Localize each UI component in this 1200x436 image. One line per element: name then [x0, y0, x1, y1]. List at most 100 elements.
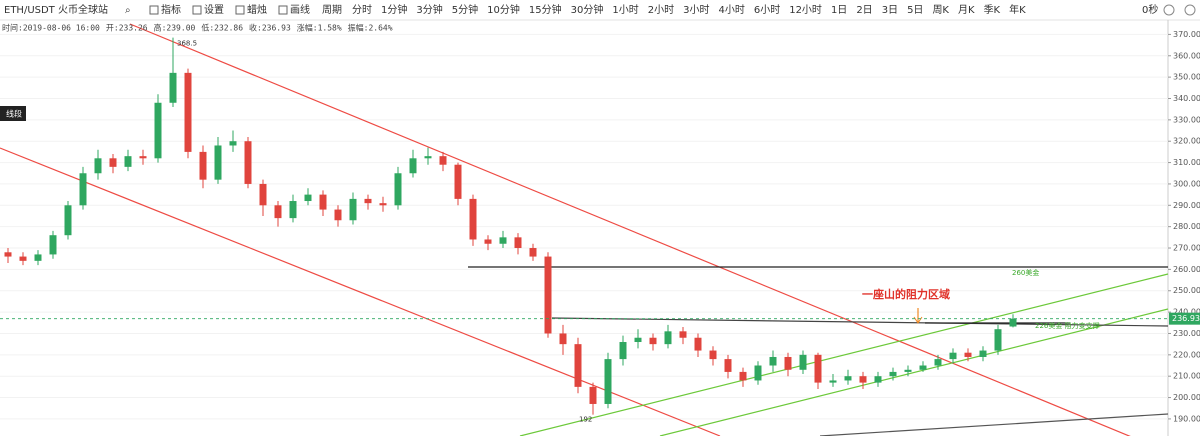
period[interactable]: 季K	[984, 4, 1001, 16]
annotation: 一座山的阻力区域	[862, 287, 950, 301]
candle-body	[724, 359, 732, 372]
period-label[interactable]: 周期	[322, 4, 342, 16]
tool-icon[interactable]	[278, 5, 288, 15]
symbol[interactable]: ETH/USDT 火币全球站	[4, 3, 108, 16]
ohlc-info: 时间:2019-08-06 16:00	[2, 23, 100, 33]
annotation: 260美金	[1012, 268, 1039, 277]
candle-body	[739, 371, 747, 381]
y-tick-label: 260.00	[1173, 265, 1200, 274]
candle-body	[904, 369, 912, 372]
candle-body	[364, 198, 372, 204]
candle-body	[154, 102, 162, 159]
candle-body	[664, 331, 672, 345]
tool[interactable]: 设置	[204, 4, 224, 16]
candle-body	[829, 380, 837, 383]
candle-body	[649, 337, 657, 345]
period[interactable]: 2日	[856, 5, 872, 16]
y-tick-label: 310.00	[1173, 158, 1200, 167]
period[interactable]: 1分钟	[381, 3, 407, 16]
candle-body	[979, 350, 987, 357]
candle-body	[94, 158, 102, 174]
candle-body	[619, 342, 627, 360]
y-tick-label: 210.00	[1173, 372, 1200, 381]
channel-line	[659, 308, 1169, 436]
candle-body	[934, 359, 942, 366]
period[interactable]: 3分钟	[416, 3, 442, 16]
period[interactable]: 3日	[882, 5, 898, 16]
y-tick-label: 340.00	[1173, 94, 1200, 103]
candle-body	[229, 141, 237, 146]
period[interactable]: 分时	[352, 4, 372, 16]
candle-body	[499, 237, 507, 244]
y-tick-label: 290.00	[1173, 201, 1200, 210]
ohlc-info: 振幅:2.64%	[348, 23, 393, 33]
candle-body	[49, 235, 57, 255]
period[interactable]: 6小时	[754, 4, 780, 16]
period[interactable]: 周K	[932, 4, 949, 16]
period[interactable]: 5分钟	[452, 3, 478, 16]
period[interactable]: 15分钟	[529, 3, 562, 16]
candle-body	[244, 141, 252, 184]
tool[interactable]: 画线	[290, 3, 310, 16]
trend-line	[0, 147, 721, 436]
channel-line	[519, 273, 1169, 436]
period[interactable]: 3小时	[683, 4, 709, 16]
tool[interactable]: 指标	[161, 3, 181, 16]
candle-body	[64, 205, 72, 236]
period[interactable]: 1日	[831, 5, 847, 16]
candle-body	[589, 386, 597, 404]
candle-body	[34, 254, 42, 261]
candle-body	[4, 252, 12, 257]
period[interactable]: 月K	[958, 4, 975, 16]
tool[interactable]: 蜡烛	[247, 3, 267, 16]
candle-body	[319, 194, 327, 210]
candle-body	[784, 356, 792, 370]
candle-body	[439, 156, 447, 165]
period[interactable]: 4小时	[718, 4, 744, 16]
candle-body	[709, 350, 717, 360]
period[interactable]: 2小时	[648, 4, 674, 16]
period[interactable]: 年K	[1009, 3, 1026, 16]
period[interactable]: 10分钟	[487, 3, 520, 16]
candle-body	[454, 164, 462, 199]
y-tick-label: 220.00	[1173, 350, 1200, 359]
period[interactable]: 5日	[907, 5, 923, 16]
toolbar	[0, 0, 1200, 20]
candle-body	[1009, 318, 1017, 327]
candle-body	[859, 376, 867, 383]
y-tick-label: 250.00	[1173, 286, 1200, 295]
y-tick-label: 230.00	[1173, 329, 1200, 338]
candle-body	[304, 194, 312, 202]
candle-body	[424, 156, 432, 159]
candle-body	[799, 354, 807, 370]
candle-body	[469, 198, 477, 240]
candle-body	[949, 352, 957, 360]
tool-icon[interactable]	[192, 5, 202, 15]
tool-icon[interactable]	[235, 5, 245, 15]
candle-body	[199, 151, 207, 180]
candle-body	[634, 337, 642, 343]
line-tool-badge[interactable]	[0, 106, 26, 121]
y-tick-label: 360.00	[1173, 51, 1200, 60]
y-tick-label: 350.00	[1173, 73, 1200, 82]
candle-body	[559, 333, 567, 345]
candle-body	[109, 158, 117, 167]
search-icon[interactable]: ⌕	[125, 5, 131, 16]
candle-body	[379, 203, 387, 206]
tool-icon[interactable]	[149, 5, 159, 15]
camera-icon[interactable]	[1163, 4, 1175, 16]
settings-icon[interactable]	[1184, 4, 1196, 16]
ohlc-info: 涨幅:1.58%	[297, 23, 342, 33]
refresh[interactable]: 0秒	[1142, 3, 1158, 16]
candle-body	[964, 352, 972, 357]
period[interactable]: 1小时	[612, 4, 638, 16]
period[interactable]: 30分钟	[571, 3, 604, 16]
candle-body	[889, 371, 897, 377]
candle-body	[604, 359, 612, 404]
y-tick-label: 270.00	[1173, 244, 1200, 253]
y-tick-label: 370.00	[1173, 30, 1200, 39]
ohlc-info: 高:239.00	[154, 23, 196, 33]
line-tool-label[interactable]: 线段	[6, 109, 22, 119]
period[interactable]: 12小时	[789, 4, 822, 16]
